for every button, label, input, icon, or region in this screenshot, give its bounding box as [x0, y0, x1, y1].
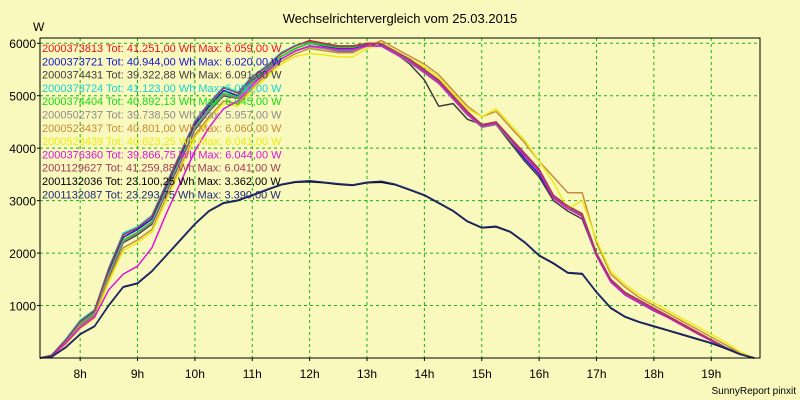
legend: 2000373813 Tot: 41.251,00 Wh Max: 6.059,… — [42, 43, 282, 201]
series-line-10 — [39, 40, 755, 359]
legend-entry-4: 2000373724 Tot: 41.123,00 Wh Max: 6.030,… — [42, 83, 282, 95]
legend-entry-10: 2001129627 Tot: 41.259,88 Wh Max: 6.041,… — [42, 163, 281, 175]
plot-border — [39, 37, 761, 359]
series-layer — [39, 39, 755, 359]
chart-title: Wechselrichtervergleich vom 25.03.2015 — [283, 11, 518, 26]
y-tick-label: 4000 — [9, 142, 36, 156]
y-unit-label: W — [33, 20, 45, 34]
legend-entry-2: 2000373721 Tot: 40.944,00 Wh Max: 6.020,… — [42, 56, 282, 68]
footer-credit: SunnyReport pinxit — [712, 386, 797, 397]
y-tick-label: 1000 — [9, 300, 36, 314]
x-tick-labels: 8h 9h 10h 11h 12h 13h 14h 15h 16h 17h 18h 19h — [73, 367, 721, 381]
legend-entry-5: 2000374404 Tot: 40.892,13 Wh Max: 6.045,… — [42, 96, 282, 108]
x-tick-label: 11h — [243, 367, 262, 381]
series-line-9 — [39, 45, 755, 359]
y-tick-label: 2000 — [9, 247, 36, 261]
x-tick-label: 13h — [357, 367, 377, 381]
x-tick-label: 19h — [701, 367, 721, 381]
legend-entry-9: 2000376360 Tot: 39.866,75 Wh Max: 6.044,… — [42, 149, 282, 161]
x-tick-label: 9h — [131, 367, 144, 381]
series-line-7 — [39, 39, 755, 359]
x-tick-label: 12h — [300, 367, 320, 381]
legend-entry-11: 2001132036 Tot: 23.100,25 Wh Max: 3.362,… — [42, 176, 281, 188]
y-tick-label: 6000 — [9, 37, 36, 51]
x-tick-label: 8h — [73, 367, 86, 381]
x-tick-label: 14h — [414, 367, 434, 381]
legend-entry-6: 2000502737 Tot: 39.738,50 Wh Max: 5.957,… — [42, 110, 282, 122]
legend-entry-8: 2000523439 Tot: 40.623,25 Wh Max: 6.041,… — [42, 136, 282, 148]
axes-layer — [37, 37, 761, 361]
x-tick-label: 18h — [644, 367, 664, 381]
legend-entry-12: 2001132087 Tot: 23.293,75 Wh Max: 3.390,… — [42, 189, 281, 201]
y-tick-label: 5000 — [9, 90, 36, 104]
x-tick-label: 16h — [529, 367, 549, 381]
legend-entry-1: 2000373813 Tot: 41.251,00 Wh Max: 6.059,… — [42, 43, 282, 55]
legend-entry-7: 2000523437 Tot: 40.801,00 Wh Max: 6.060,… — [42, 123, 282, 135]
y-tick-label: 3000 — [9, 195, 36, 209]
legend-entry-3: 2000374431 Tot: 39.322,88 Wh Max: 6.091,… — [42, 70, 282, 82]
x-tick-label: 15h — [472, 367, 492, 381]
y-tick-labels: 1000 2000 3000 4000 5000 6000 — [9, 37, 36, 313]
x-tick-label: 17h — [586, 367, 606, 381]
x-tick-label: 10h — [185, 367, 205, 381]
series-line-12 — [39, 179, 755, 359]
